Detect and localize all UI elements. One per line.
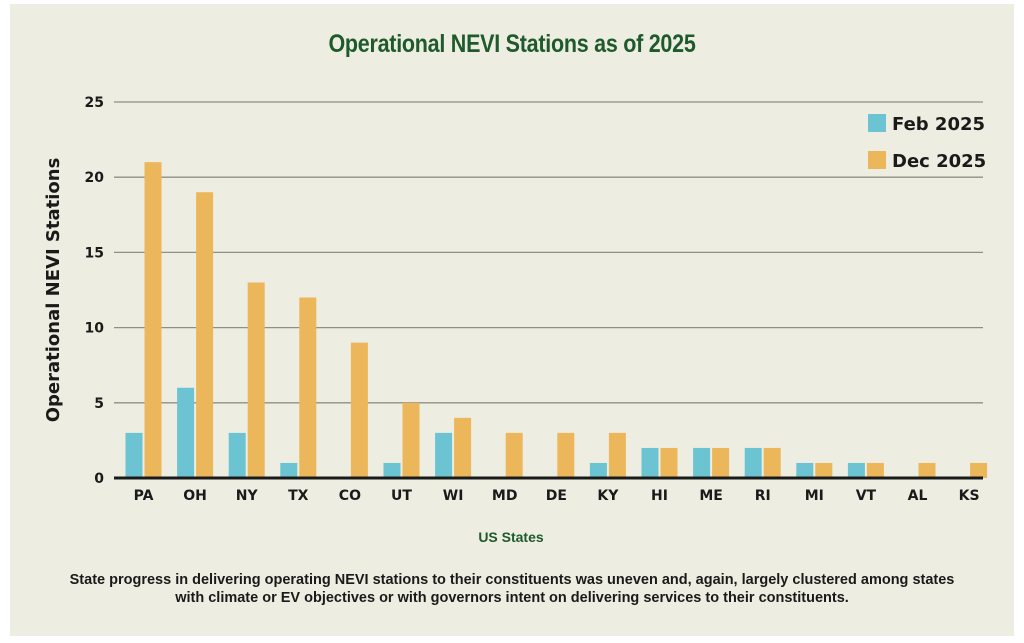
legend-label: Feb 2025 [892,114,985,135]
chart-title: Operational NEVI Stations as of 2025 [328,30,696,58]
bar-ky-feb [589,462,607,478]
x-tick-label: HI [651,488,668,504]
x-tick-label: CO [339,488,361,504]
x-axis-label: US States [478,529,544,545]
bar-vt-feb [847,462,865,478]
bar-ri-dec [763,447,781,478]
bar-wi-feb [435,432,453,478]
y-axis-label: Operational NEVI Stations [43,158,64,423]
x-tick-label: UT [391,488,412,504]
bar-me-dec [712,447,730,478]
bar-oh-feb [177,387,195,478]
bar-me-feb [693,447,711,478]
bar-pa-dec [144,162,162,478]
y-tick-label: 10 [85,321,105,337]
x-tick-label: DE [546,488,567,504]
gridlines [114,101,983,404]
y-tick-label: 20 [85,170,105,186]
bar-hi-dec [660,447,678,478]
bar-de-dec [557,432,575,478]
legend-swatch-feb [868,114,886,132]
bar-mi-dec [815,462,833,478]
bars [125,162,988,479]
x-tick-label: KS [959,488,980,504]
bar-al-dec [918,462,936,478]
bar-ny-feb [228,432,246,478]
chart-panel [10,4,1014,636]
x-tick-label: MD [492,488,518,504]
x-tick-label: VT [856,488,877,504]
y-tick-label: 15 [85,245,104,261]
x-tick-label: RI [755,488,771,504]
bar-tx-dec [299,297,317,478]
bar-hi-feb [641,447,659,478]
bar-tx-feb [280,462,298,478]
bar-ky-dec [608,432,626,478]
bar-ny-dec [247,282,265,478]
x-tick-label: ME [699,488,723,504]
bar-md-dec [505,432,523,478]
x-tick-label: WI [443,488,464,504]
legend: Feb 2025 Dec 2025 [868,114,986,172]
bar-pa-feb [125,432,143,478]
x-tick-label: KY [597,488,619,504]
bar-ks-dec [970,462,988,478]
x-tick-label: NY [236,488,259,504]
bar-ut-dec [402,402,420,478]
bar-oh-dec [196,192,214,479]
bar-ut-feb [383,462,401,478]
x-tick-labels: PA OH NY TX CO UT WI MD DE KY HI ME RI MI VT AL KS [134,488,980,504]
chart-caption: State progress in delivering operating N… [69,572,955,606]
legend-swatch-dec [868,151,886,169]
bar-ri-feb [744,447,762,478]
x-tick-label: AL [908,488,928,504]
legend-label: Dec 2025 [892,151,986,172]
bar-co-dec [350,342,368,478]
y-tick-labels: 0 5 10 15 20 25 [85,95,105,487]
x-tick-label: OH [183,488,207,504]
x-tick-label: TX [288,488,309,504]
y-tick-label: 25 [85,95,104,111]
bar-mi-feb [796,462,814,478]
bar-wi-dec [454,417,472,478]
x-tick-label: PA [134,488,154,504]
x-tick-label: MI [805,488,824,504]
bar-vt-dec [866,462,884,478]
y-tick-label: 5 [94,396,104,412]
y-tick-label: 0 [94,471,104,487]
